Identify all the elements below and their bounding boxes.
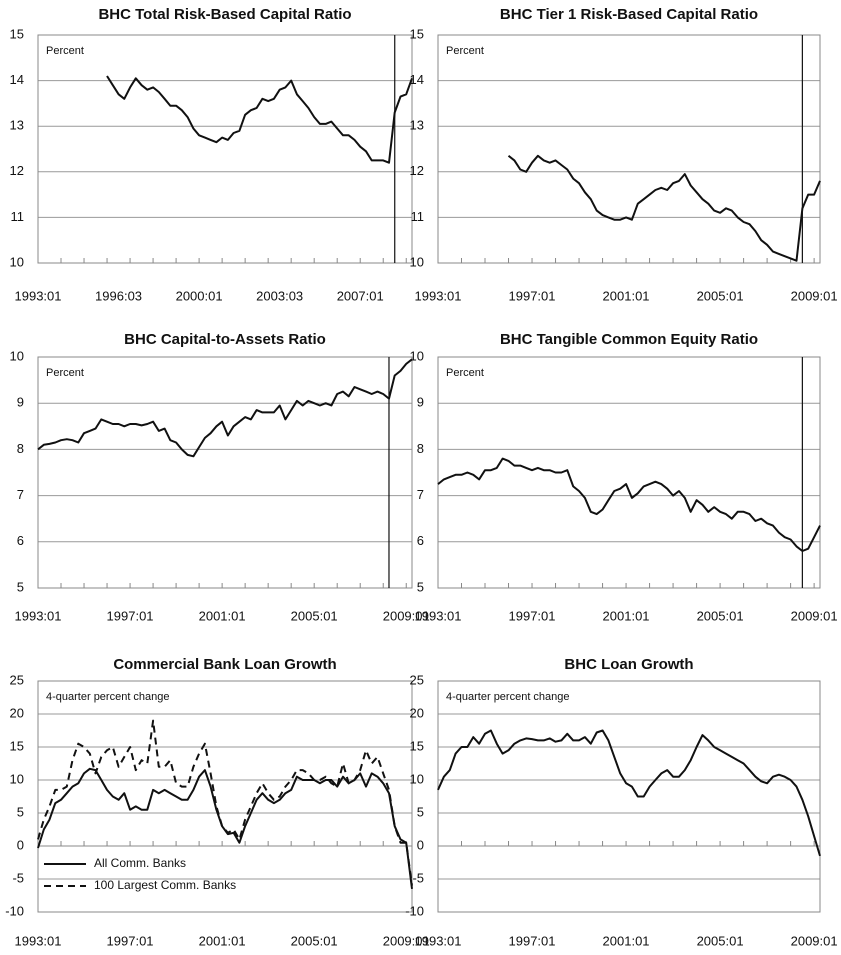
unit-label: Percent bbox=[446, 45, 484, 57]
x-tick-label: 1997:01 bbox=[509, 933, 556, 948]
unit-label: Percent bbox=[46, 45, 84, 57]
x-tick-label: 2005:01 bbox=[291, 933, 338, 948]
y-tick-label: 5 bbox=[417, 804, 424, 819]
data-line bbox=[37, 358, 413, 458]
y-tick-label: 10 bbox=[10, 254, 24, 269]
y-tick-label: 25 bbox=[10, 672, 24, 687]
plot-frame bbox=[437, 680, 821, 913]
y-tick-label: 0 bbox=[17, 837, 24, 852]
y-tick-label: 5 bbox=[17, 579, 24, 594]
y-tick-label: 25 bbox=[410, 672, 424, 687]
x-tick-label: 2005:01 bbox=[697, 933, 744, 948]
y-tick-label: 8 bbox=[417, 441, 424, 456]
plot-frame bbox=[437, 34, 821, 264]
chart-title: Commercial Bank Loan Growth bbox=[113, 656, 336, 673]
x-tick-label: 1993:01 bbox=[415, 933, 462, 948]
y-tick-label: 12 bbox=[10, 163, 24, 178]
y-tick-label: 0 bbox=[417, 837, 424, 852]
y-tick-label: 13 bbox=[410, 118, 424, 133]
y-tick-label: 10 bbox=[10, 348, 24, 363]
x-tick-label: 2007:01 bbox=[337, 288, 384, 303]
x-tick-label: 2003:03 bbox=[256, 288, 303, 303]
plot-frame bbox=[37, 356, 413, 589]
y-tick-label: 12 bbox=[410, 163, 424, 178]
y-tick-label: 5 bbox=[417, 579, 424, 594]
y-tick-label: 7 bbox=[417, 487, 424, 502]
x-tick-label: 1997:01 bbox=[509, 288, 556, 303]
x-tick-label: 2000:01 bbox=[176, 288, 223, 303]
x-tick-label: 1993:01 bbox=[15, 933, 62, 948]
x-tick-label: 2001:01 bbox=[603, 288, 650, 303]
x-tick-label: 2005:01 bbox=[291, 608, 338, 623]
plot-frame bbox=[437, 356, 821, 589]
y-tick-label: 20 bbox=[10, 705, 24, 720]
plot-frame bbox=[37, 34, 413, 264]
x-tick-label: 1997:01 bbox=[107, 608, 154, 623]
y-tick-label: 6 bbox=[17, 533, 24, 548]
x-tick-label: 2001:01 bbox=[603, 933, 650, 948]
y-tick-label: 8 bbox=[17, 441, 24, 456]
data-line bbox=[437, 457, 821, 552]
chart-title: BHC Capital-to-Assets Ratio bbox=[124, 331, 326, 348]
x-tick-label: 1993:01 bbox=[15, 288, 62, 303]
x-tick-label: 1996:03 bbox=[95, 288, 142, 303]
unit-label: Percent bbox=[46, 367, 84, 379]
chart-title: BHC Tangible Common Equity Ratio bbox=[500, 331, 758, 348]
y-tick-label: 11 bbox=[411, 209, 425, 224]
y-tick-label: 9 bbox=[17, 395, 24, 410]
x-tick-label: 2009:01 bbox=[383, 933, 430, 948]
y-tick-label: 10 bbox=[410, 348, 424, 363]
y-tick-label: 11 bbox=[11, 209, 25, 224]
x-tick-label: 2005:01 bbox=[697, 288, 744, 303]
y-tick-label: 15 bbox=[410, 738, 424, 753]
y-tick-label: 14 bbox=[410, 72, 424, 87]
y-tick-label: -5 bbox=[412, 870, 424, 885]
legend-label: All Comm. Banks bbox=[94, 856, 186, 870]
data-line bbox=[37, 767, 413, 890]
y-tick-label: 13 bbox=[10, 118, 24, 133]
unit-label: 4-quarter percent change bbox=[446, 691, 570, 703]
y-tick-label: -5 bbox=[12, 870, 24, 885]
x-tick-label: 1997:01 bbox=[107, 933, 154, 948]
x-tick-label: 2001:01 bbox=[199, 608, 246, 623]
x-tick-label: 2001:01 bbox=[199, 933, 246, 948]
y-tick-label: 10 bbox=[10, 771, 24, 786]
y-tick-label: 15 bbox=[10, 738, 24, 753]
unit-label: 4-quarter percent change bbox=[46, 691, 170, 703]
y-tick-label: 20 bbox=[410, 705, 424, 720]
x-tick-label: 2009:01 bbox=[791, 933, 838, 948]
data-line bbox=[106, 75, 413, 164]
y-tick-label: 6 bbox=[417, 533, 424, 548]
unit-label: Percent bbox=[446, 367, 484, 379]
y-tick-label: 14 bbox=[10, 72, 24, 87]
y-tick-label: -10 bbox=[5, 903, 24, 918]
y-tick-label: 15 bbox=[410, 26, 424, 41]
y-tick-label: 7 bbox=[17, 487, 24, 502]
chart-title: BHC Total Risk-Based Capital Ratio bbox=[98, 6, 351, 23]
x-tick-label: 2009:01 bbox=[383, 608, 430, 623]
y-tick-label: 15 bbox=[10, 26, 24, 41]
chart-title: BHC Tier 1 Risk-Based Capital Ratio bbox=[500, 6, 758, 23]
y-tick-label: 10 bbox=[410, 254, 424, 269]
y-tick-label: 9 bbox=[417, 395, 424, 410]
x-tick-label: 2009:01 bbox=[791, 608, 838, 623]
y-tick-label: 10 bbox=[410, 771, 424, 786]
x-tick-label: 2009:01 bbox=[791, 288, 838, 303]
legend-label: 100 Largest Comm. Banks bbox=[94, 878, 236, 892]
y-tick-label: 5 bbox=[17, 804, 24, 819]
y-tick-label: -10 bbox=[405, 903, 424, 918]
x-tick-label: 2005:01 bbox=[697, 608, 744, 623]
plot-frame bbox=[37, 680, 413, 913]
data-line bbox=[507, 154, 821, 262]
data-line bbox=[37, 719, 413, 886]
chart-title: BHC Loan Growth bbox=[564, 656, 693, 673]
data-line bbox=[437, 729, 821, 857]
x-tick-label: 1993:01 bbox=[415, 288, 462, 303]
x-tick-label: 1993:01 bbox=[15, 608, 62, 623]
x-tick-label: 1993:01 bbox=[415, 608, 462, 623]
x-tick-label: 2001:01 bbox=[603, 608, 650, 623]
x-tick-label: 1997:01 bbox=[509, 608, 556, 623]
